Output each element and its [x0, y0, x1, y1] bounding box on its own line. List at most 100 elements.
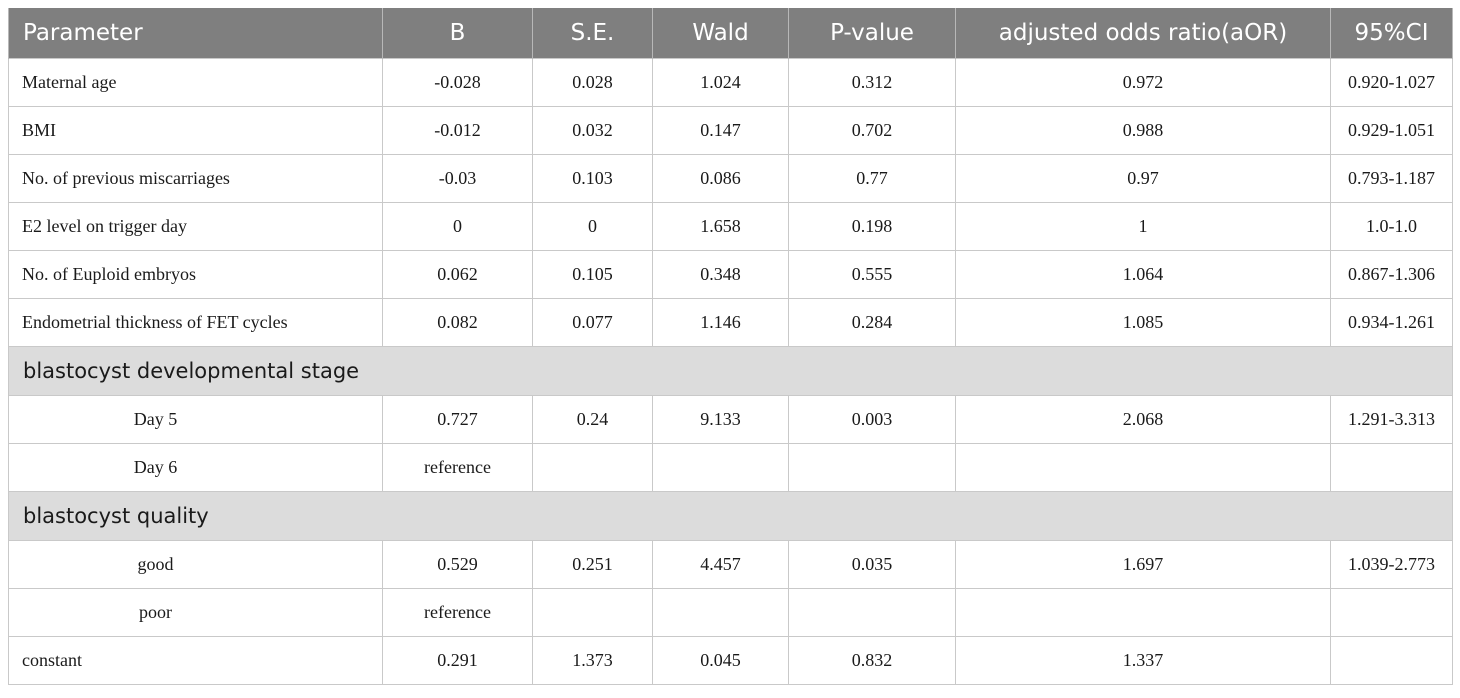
table-row: Day 6 reference — [8, 443, 1453, 492]
cell-p: 0.555 — [788, 250, 956, 299]
cell-se — [532, 443, 653, 492]
section-header-quality: blastocyst quality — [8, 491, 1453, 541]
cell-se: 1.373 — [532, 636, 653, 685]
cell-p: 0.198 — [788, 202, 956, 251]
cell-b: 0.727 — [382, 395, 533, 444]
cell-wald: 9.133 — [652, 395, 789, 444]
cell-wald: 0.045 — [652, 636, 789, 685]
cell-ci: 0.934-1.261 — [1330, 298, 1453, 347]
cell-aor: 1.337 — [955, 636, 1331, 685]
header-parameter: Parameter — [8, 8, 383, 59]
cell-b: -0.03 — [382, 154, 533, 203]
row-label: good — [8, 540, 383, 589]
cell-aor — [955, 588, 1331, 637]
cell-p: 0.832 — [788, 636, 956, 685]
cell-se: 0.103 — [532, 154, 653, 203]
cell-ci: 0.920-1.027 — [1330, 58, 1453, 107]
cell-se — [532, 588, 653, 637]
cell-b: 0.529 — [382, 540, 533, 589]
row-label: poor — [8, 588, 383, 637]
cell-aor: 2.068 — [955, 395, 1331, 444]
cell-aor: 1.697 — [955, 540, 1331, 589]
header-b: B — [382, 8, 533, 59]
section-title: blastocyst developmental stage — [8, 346, 1453, 396]
header-wald: Wald — [652, 8, 789, 59]
table-row: No. of previous miscarriages -0.03 0.103… — [8, 154, 1453, 203]
cell-b: reference — [382, 443, 533, 492]
cell-ci: 0.867-1.306 — [1330, 250, 1453, 299]
cell-wald — [652, 443, 789, 492]
cell-wald — [652, 588, 789, 637]
cell-se: 0.24 — [532, 395, 653, 444]
cell-wald: 4.457 — [652, 540, 789, 589]
row-label: BMI — [8, 106, 383, 155]
cell-aor: 0.972 — [955, 58, 1331, 107]
cell-ci — [1330, 636, 1453, 685]
table-row: Maternal age -0.028 0.028 1.024 0.312 0.… — [8, 58, 1453, 107]
cell-se: 0.028 — [532, 58, 653, 107]
cell-aor: 1.085 — [955, 298, 1331, 347]
cell-b: -0.012 — [382, 106, 533, 155]
row-label: Endometrial thickness of FET cycles — [8, 298, 383, 347]
section-header-stage: blastocyst developmental stage — [8, 346, 1453, 396]
header-row: Parameter B S.E. Wald P-value adjusted o… — [8, 8, 1453, 59]
cell-wald: 0.348 — [652, 250, 789, 299]
cell-ci — [1330, 588, 1453, 637]
cell-b: reference — [382, 588, 533, 637]
table-row: BMI -0.012 0.032 0.147 0.702 0.988 0.929… — [8, 106, 1453, 155]
header-aor: adjusted odds ratio(aOR) — [955, 8, 1331, 59]
cell-p: 0.284 — [788, 298, 956, 347]
cell-wald: 1.658 — [652, 202, 789, 251]
cell-se: 0.077 — [532, 298, 653, 347]
cell-aor: 0.97 — [955, 154, 1331, 203]
cell-wald: 0.086 — [652, 154, 789, 203]
table-row: E2 level on trigger day 0 0 1.658 0.198 … — [8, 202, 1453, 251]
cell-ci: 1.039-2.773 — [1330, 540, 1453, 589]
cell-b: 0.291 — [382, 636, 533, 685]
row-label: Maternal age — [8, 58, 383, 107]
header-se: S.E. — [532, 8, 653, 59]
row-label: No. of previous miscarriages — [8, 154, 383, 203]
cell-p: 0.312 — [788, 58, 956, 107]
cell-ci: 0.793-1.187 — [1330, 154, 1453, 203]
cell-aor: 1 — [955, 202, 1331, 251]
cell-p: 0.003 — [788, 395, 956, 444]
section-title: blastocyst quality — [8, 491, 1453, 541]
cell-b: 0.082 — [382, 298, 533, 347]
row-label: Day 6 — [8, 443, 383, 492]
row-label: No. of Euploid embryos — [8, 250, 383, 299]
table-row: Day 5 0.727 0.24 9.133 0.003 2.068 1.291… — [8, 395, 1453, 444]
regression-table-container: Parameter B S.E. Wald P-value adjusted o… — [8, 8, 1453, 685]
cell-se: 0 — [532, 202, 653, 251]
cell-wald: 1.146 — [652, 298, 789, 347]
cell-ci: 1.0-1.0 — [1330, 202, 1453, 251]
table-row-constant: constant 0.291 1.373 0.045 0.832 1.337 — [8, 636, 1453, 685]
cell-aor: 0.988 — [955, 106, 1331, 155]
cell-se: 0.105 — [532, 250, 653, 299]
cell-p: 0.77 — [788, 154, 956, 203]
cell-b: -0.028 — [382, 58, 533, 107]
row-label: Day 5 — [8, 395, 383, 444]
table-row: No. of Euploid embryos 0.062 0.105 0.348… — [8, 250, 1453, 299]
header-ci: 95%CI — [1330, 8, 1453, 59]
row-label: constant — [8, 636, 383, 685]
regression-table: Parameter B S.E. Wald P-value adjusted o… — [8, 8, 1453, 685]
cell-se: 0.032 — [532, 106, 653, 155]
cell-p: 0.035 — [788, 540, 956, 589]
cell-ci: 1.291-3.313 — [1330, 395, 1453, 444]
cell-p — [788, 443, 956, 492]
cell-se: 0.251 — [532, 540, 653, 589]
table-row: poor reference — [8, 588, 1453, 637]
cell-wald: 0.147 — [652, 106, 789, 155]
table-row: Endometrial thickness of FET cycles 0.08… — [8, 298, 1453, 347]
cell-aor: 1.064 — [955, 250, 1331, 299]
cell-p — [788, 588, 956, 637]
header-p-value: P-value — [788, 8, 956, 59]
cell-p: 0.702 — [788, 106, 956, 155]
cell-ci: 0.929-1.051 — [1330, 106, 1453, 155]
cell-aor — [955, 443, 1331, 492]
table-row: good 0.529 0.251 4.457 0.035 1.697 1.039… — [8, 540, 1453, 589]
cell-b: 0 — [382, 202, 533, 251]
row-label: E2 level on trigger day — [8, 202, 383, 251]
cell-ci — [1330, 443, 1453, 492]
